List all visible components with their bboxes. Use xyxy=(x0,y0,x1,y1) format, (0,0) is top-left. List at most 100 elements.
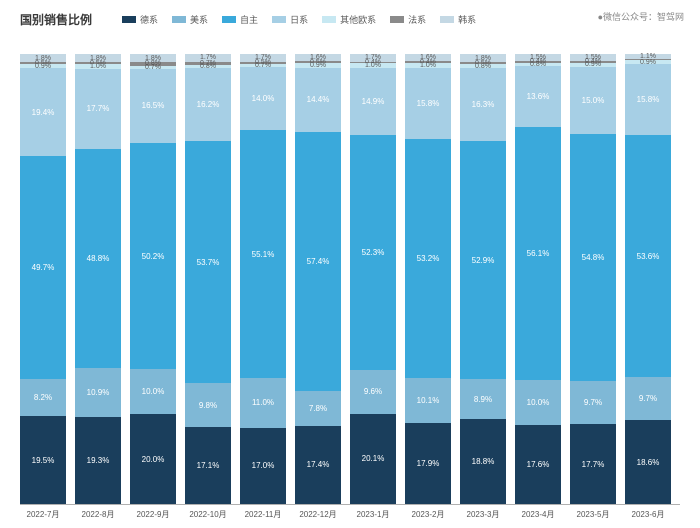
bar-segment-label: 13.6% xyxy=(527,92,550,101)
bar-segment-label: 54.8% xyxy=(582,253,605,262)
legend-item: 自主 xyxy=(222,13,258,26)
bar-segment-label: 19.4% xyxy=(32,108,55,117)
x-axis-label: 2022-7月 xyxy=(20,509,66,520)
chart-area: 19.5%8.2%49.7%19.4%0.9%0.5%1.8%19.3%10.9… xyxy=(20,54,680,504)
bar-column: 17.0%11.0%55.1%14.0%0.7%0.5%1.7% xyxy=(240,54,286,504)
bar-segment-label: 16.3% xyxy=(472,100,495,109)
legend-label: 日系 xyxy=(290,13,308,26)
bar-segment-jp: 16.5% xyxy=(130,69,176,143)
bar-column: 18.8%8.9%52.9%16.3%0.8%0.5%1.8% xyxy=(460,54,506,504)
legend: 德系美系自主日系其他欧系法系韩系 xyxy=(122,13,476,26)
legend-item: 法系 xyxy=(390,13,426,26)
legend-swatch xyxy=(222,16,236,23)
bar-segment-label: 48.8% xyxy=(87,254,110,263)
bar-segment-label: 16.5% xyxy=(142,101,165,110)
bar-segment-jp: 15.8% xyxy=(405,68,451,139)
x-axis-label: 2023-6月 xyxy=(625,509,671,520)
legend-swatch xyxy=(390,16,404,23)
bar-segment-us: 10.1% xyxy=(405,378,451,423)
chart-title: 国别销售比例 xyxy=(20,11,92,28)
bar-segment-label: 53.2% xyxy=(417,254,440,263)
bar-segment-self: 49.7% xyxy=(20,156,66,380)
bar-segment-label: 18.8% xyxy=(472,457,495,466)
bar-segment-label: 19.3% xyxy=(87,456,110,465)
bar-segment-us: 10.0% xyxy=(515,380,561,425)
chart-header: 国别销售比例 德系美系自主日系其他欧系法系韩系 xyxy=(0,0,700,34)
legend-label: 美系 xyxy=(190,13,208,26)
legend-swatch xyxy=(322,16,336,23)
bar-segment-label: 57.4% xyxy=(307,257,330,266)
x-axis-label: 2022-10月 xyxy=(185,509,231,520)
bar-segment-us: 9.6% xyxy=(350,370,396,413)
bar-segment-us: 8.2% xyxy=(20,379,66,416)
bar-column: 18.6%9.7%53.6%15.8%0.9%1.1% xyxy=(625,54,671,504)
bar-segment-self: 52.3% xyxy=(350,135,396,370)
bar-segment-us: 9.7% xyxy=(625,377,671,421)
legend-label: 德系 xyxy=(140,13,158,26)
legend-item: 德系 xyxy=(122,13,158,26)
bar-segment-label: 17.1% xyxy=(197,461,220,470)
bar-segment-de: 17.9% xyxy=(405,423,451,504)
legend-label: 韩系 xyxy=(458,13,476,26)
bar-segment-label: 10.0% xyxy=(527,398,550,407)
bar-segment-label: 11.0% xyxy=(252,398,274,407)
legend-label: 自主 xyxy=(240,13,258,26)
bar-segment-de: 17.1% xyxy=(185,427,231,504)
legend-item: 韩系 xyxy=(440,13,476,26)
x-axis: 2022-7月2022-8月2022-9月2022-10月2022-11月202… xyxy=(20,504,680,520)
x-axis-label: 2023-3月 xyxy=(460,509,506,520)
bar-segment-jp: 14.9% xyxy=(350,68,396,135)
bar-segment-label: 18.6% xyxy=(637,458,660,467)
x-axis-label: 2022-12月 xyxy=(295,509,341,520)
bar-segment-label: 16.2% xyxy=(197,100,220,109)
bar-segment-label: 10.1% xyxy=(417,396,440,405)
bar-segment-de: 17.4% xyxy=(295,426,341,504)
bar-segment-label: 52.9% xyxy=(472,256,495,265)
bar-segment-us: 9.8% xyxy=(185,383,231,427)
bar-segment-label: 19.5% xyxy=(32,456,55,465)
x-axis-label: 2023-4月 xyxy=(515,509,561,520)
bar-segment-label: 17.6% xyxy=(527,460,550,469)
bar-segment-self: 55.1% xyxy=(240,130,286,378)
bar-column: 17.7%9.7%54.8%15.0%0.9%0.4%1.5% xyxy=(570,54,616,504)
bar-segment-label: 9.6% xyxy=(364,387,382,396)
bar-segment-label: 17.0% xyxy=(252,461,275,470)
watermark: ●微信公众号：智驾网 xyxy=(598,10,684,23)
legend-swatch xyxy=(440,16,454,23)
bar-column: 20.0%10.0%50.2%16.5%0.7%0.8%1.8% xyxy=(130,54,176,504)
bar-segment-us: 10.0% xyxy=(130,369,176,414)
bar-segment-label: 14.0% xyxy=(252,94,275,103)
bar-segment-jp: 14.4% xyxy=(295,68,341,133)
bar-segment-label: 9.7% xyxy=(584,398,602,407)
legend-item: 美系 xyxy=(172,13,208,26)
legend-label: 法系 xyxy=(408,13,426,26)
bar-segment-label: 20.1% xyxy=(362,454,385,463)
legend-item: 日系 xyxy=(272,13,308,26)
bar-segment-label: 10.9% xyxy=(87,388,110,397)
bar-segment-label: 15.8% xyxy=(637,95,660,104)
bar-segment-jp: 15.0% xyxy=(570,67,616,135)
bar-segment-label: 9.8% xyxy=(199,401,217,410)
bar-column: 17.9%10.1%53.2%15.8%1.0%0.4%1.6% xyxy=(405,54,451,504)
bar-segment-label: 56.1% xyxy=(527,249,550,258)
bar-segment-us: 9.7% xyxy=(570,381,616,425)
bar-segment-label: 9.7% xyxy=(639,394,657,403)
x-axis-label: 2023-1月 xyxy=(350,509,396,520)
bar-segment-label: 14.4% xyxy=(307,95,330,104)
bar-segment-de: 18.8% xyxy=(460,419,506,504)
bar-segment-self: 52.9% xyxy=(460,141,506,379)
bar-segment-label: 55.1% xyxy=(252,250,275,259)
bar-segment-jp: 17.7% xyxy=(75,69,121,149)
bar-segment-self: 57.4% xyxy=(295,132,341,390)
legend-swatch xyxy=(172,16,186,23)
bar-segment-label: 53.7% xyxy=(197,258,220,267)
bar-segment-label: 10.0% xyxy=(142,387,165,396)
bar-column: 17.4%7.8%57.4%14.4%0.9%0.5%1.6% xyxy=(295,54,341,504)
bar-segment-self: 48.8% xyxy=(75,149,121,369)
bar-segment-label: 14.9% xyxy=(362,97,385,106)
bar-segment-label: 7.8% xyxy=(309,404,327,413)
bar-segment-de: 17.6% xyxy=(515,425,561,504)
bar-segment-label: 17.9% xyxy=(417,459,440,468)
bar-segment-us: 7.8% xyxy=(295,391,341,426)
bar-column: 17.1%9.8%53.7%16.2%0.8%0.7%1.7% xyxy=(185,54,231,504)
